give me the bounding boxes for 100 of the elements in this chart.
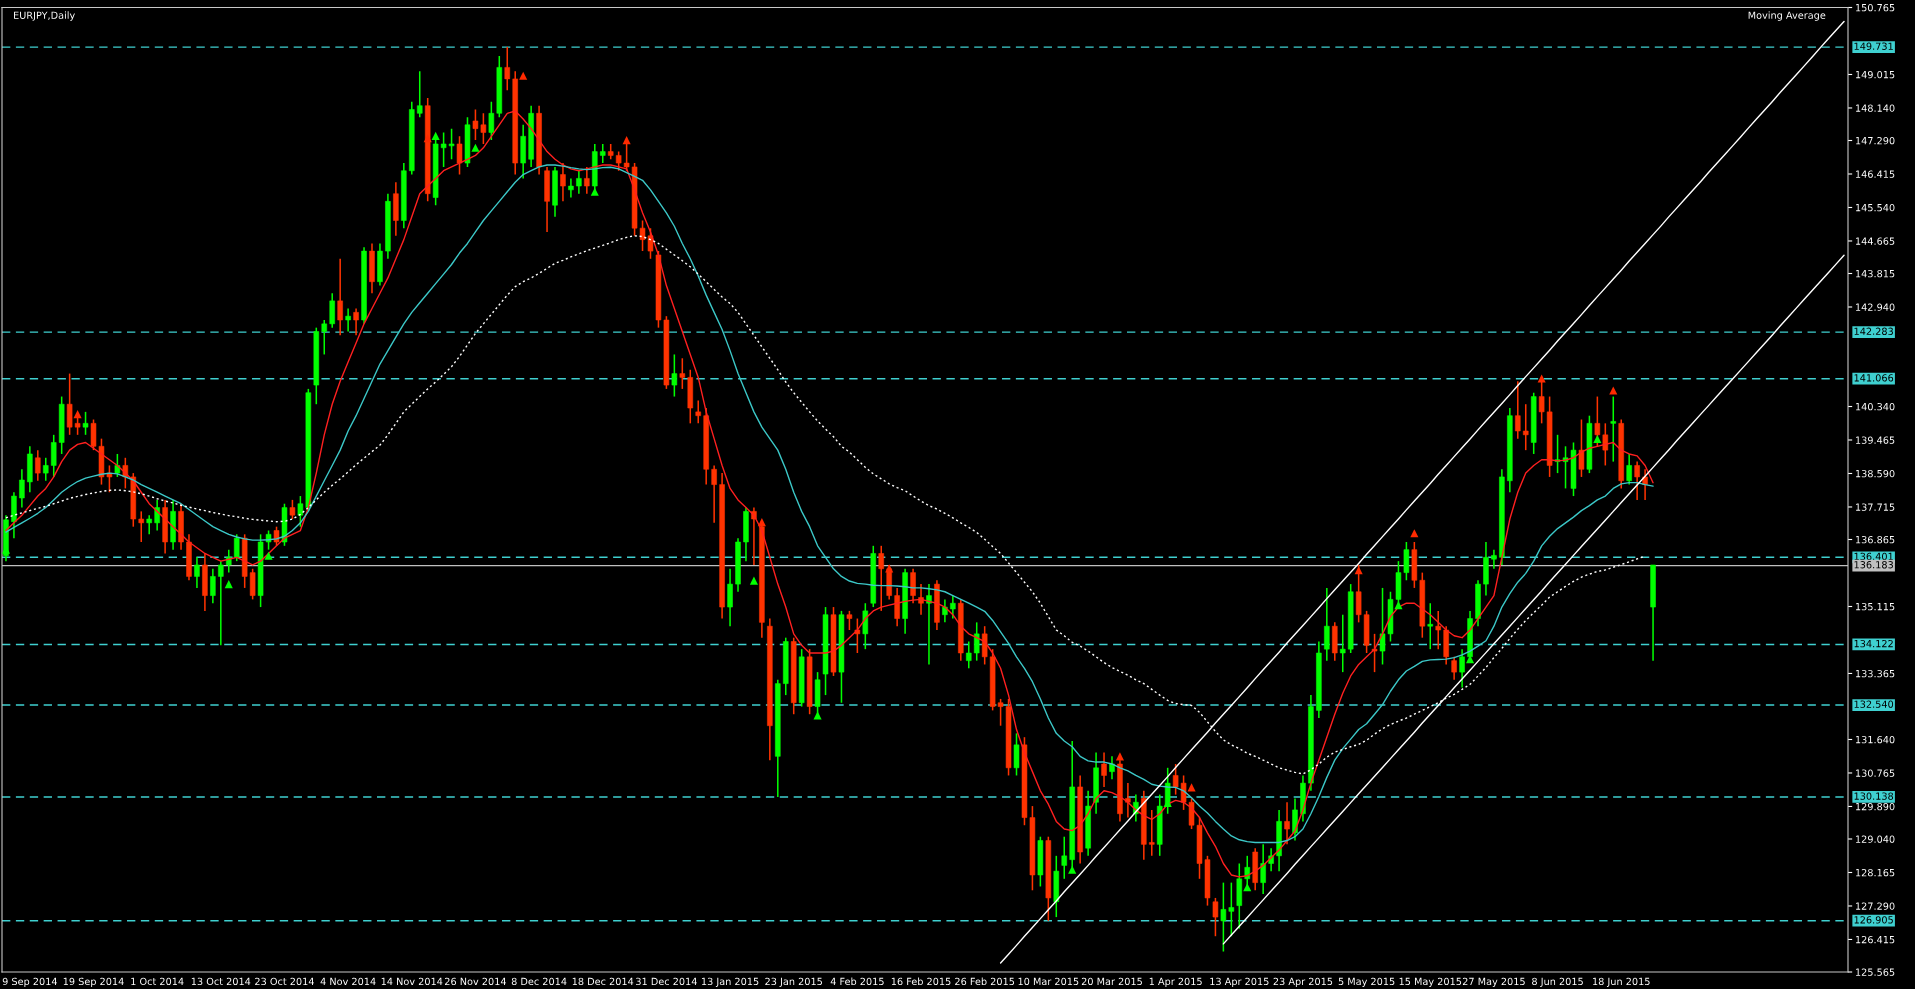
ref-line-label: 136.401 — [1854, 552, 1893, 561]
candlestick — [846, 610, 853, 631]
ref-line-label: 142.283 — [1854, 327, 1893, 335]
candlestick — [289, 499, 296, 520]
candlestick — [1427, 602, 1434, 650]
y-tick-label: 140.340 — [1856, 402, 1895, 411]
point — [1394, 601, 1403, 610]
y-tick-label: 139.465 — [1856, 436, 1895, 444]
candlestick — [1013, 732, 1020, 777]
x-tick-label: 9 Sep 2014 — [2, 977, 58, 987]
candlestick — [584, 166, 590, 195]
ref-line-label: 149.731 — [1854, 42, 1893, 50]
candlestick — [138, 510, 144, 543]
candlestick — [1371, 633, 1378, 673]
candlestick — [910, 568, 916, 604]
candlestick — [1212, 897, 1219, 937]
candlestick — [273, 525, 280, 547]
candlestick — [727, 568, 733, 627]
candlestick — [249, 568, 256, 601]
candlestick — [353, 307, 359, 337]
candlestick — [218, 560, 224, 647]
candlestick — [942, 598, 948, 624]
point — [431, 131, 440, 140]
candlestick — [1634, 460, 1640, 501]
candlestick — [751, 506, 757, 566]
ref-line-label: 136.183 — [1854, 561, 1893, 569]
point — [1593, 434, 1602, 444]
candlestick — [600, 143, 606, 164]
x-tick-label: 8 Jun 2015 — [1532, 977, 1583, 987]
x-tick-label: 31 Dec 2014 — [636, 977, 697, 986]
ref-line-label: 126.905 — [1854, 916, 1893, 924]
y-tick-label: 143.815 — [1856, 269, 1895, 278]
candlestick — [226, 548, 232, 574]
candlestick — [862, 602, 869, 650]
candlestick — [1292, 797, 1298, 842]
y-tick-label: 133.365 — [1856, 669, 1895, 678]
x-tick-label: 13 Oct 2014 — [191, 977, 251, 986]
point — [813, 711, 822, 720]
candlestick — [1268, 847, 1274, 872]
candlestick — [1125, 782, 1131, 819]
point — [590, 187, 599, 196]
annotation: Moving Average — [1748, 11, 1826, 21]
ref-line-label: 132.540 — [1854, 700, 1894, 708]
y-tick-label: 146.415 — [1856, 170, 1895, 178]
candlestick — [43, 457, 49, 482]
point — [622, 136, 631, 145]
candlestick — [1101, 751, 1107, 788]
candlestick — [711, 464, 717, 524]
candlestick — [154, 499, 160, 532]
x-tick-label: 26 Nov 2014 — [445, 977, 507, 986]
candlestick — [114, 453, 121, 478]
y-tick-label: 126.415 — [1856, 935, 1895, 944]
x-tick-label: 16 Feb 2015 — [891, 977, 951, 986]
y-tick-label: 150.765 — [1856, 3, 1895, 12]
candlestick — [1610, 395, 1617, 463]
candlestick — [1284, 801, 1290, 846]
y-tick-label: 125.565 — [1856, 968, 1895, 976]
ref-line-label: 130.138 — [1854, 792, 1894, 800]
point — [519, 71, 528, 80]
candlestick — [878, 545, 884, 612]
chart-title: EURJPY,Daily — [14, 11, 75, 21]
point — [1465, 655, 1475, 664]
point — [757, 518, 766, 527]
x-tick-label: 19 Sep 2014 — [63, 977, 124, 987]
candlestick — [321, 319, 327, 356]
candlestick — [1491, 548, 1497, 570]
candlestick — [1451, 656, 1457, 681]
candlestick — [146, 514, 152, 536]
candlestick — [488, 101, 495, 141]
x-tick-label: 5 May 2015 — [1338, 977, 1395, 987]
x-tick-label: 27 May 2015 — [1462, 977, 1525, 987]
candlestick — [1523, 403, 1529, 451]
candlestick — [950, 594, 956, 620]
candlestick — [233, 533, 240, 562]
candlestick — [679, 357, 686, 390]
y-tick-label: 144.665 — [1856, 237, 1895, 245]
candlestick — [854, 617, 861, 654]
point — [749, 576, 758, 585]
candlestick — [695, 399, 701, 425]
x-tick-label: 1 Apr 2015 — [1149, 977, 1202, 987]
candlestick — [1435, 610, 1441, 650]
candlestick — [456, 135, 463, 176]
candlestick — [568, 177, 574, 199]
candlestick — [35, 449, 41, 482]
x-tick-label: 8 Dec 2014 — [511, 977, 567, 986]
candlestick — [966, 640, 972, 670]
point — [1187, 783, 1196, 792]
point — [73, 410, 82, 419]
point — [1068, 865, 1077, 874]
x-tick-label: 10 Mar 2015 — [1018, 977, 1079, 986]
y-tick-label: 135.115 — [1856, 602, 1895, 611]
x-tick-label: 1 Oct 2014 — [131, 977, 184, 986]
candlestick — [50, 434, 57, 478]
x-tick-label: 23 Jan 2015 — [765, 977, 822, 987]
candlestick — [345, 307, 351, 333]
candlestick — [1578, 418, 1585, 478]
x-tick-label: 23 Oct 2014 — [255, 977, 314, 986]
y-tick-label: 138.590 — [1856, 469, 1895, 478]
point — [471, 143, 480, 152]
candlestick — [973, 621, 980, 662]
